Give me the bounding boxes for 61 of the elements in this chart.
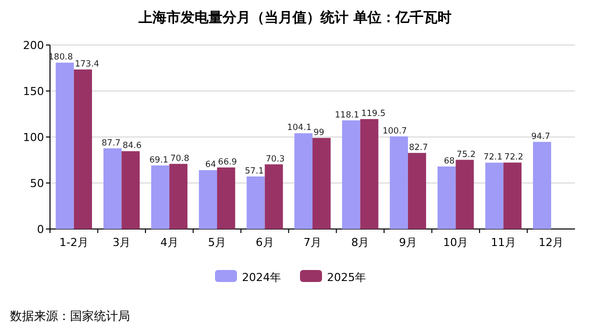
x-tick-label: 3月 xyxy=(112,236,131,249)
x-tick-label: 8月 xyxy=(351,236,370,249)
bar xyxy=(503,162,522,229)
data-label: 87.7 xyxy=(102,138,121,148)
data-label: 173.4 xyxy=(74,59,100,70)
data-label: 82.7 xyxy=(408,142,428,153)
data-label: 99 xyxy=(314,128,324,138)
x-tick-label: 5月 xyxy=(208,236,226,249)
x-tick-label: 12月 xyxy=(538,236,564,249)
x-tick-label: 11月 xyxy=(490,236,516,249)
data-label: 68 xyxy=(444,156,455,166)
y-tick-label: 150 xyxy=(23,85,44,98)
bar xyxy=(342,120,360,229)
data-label: 100.7 xyxy=(382,126,407,136)
legend-label: 2025年 xyxy=(327,271,366,284)
bar xyxy=(56,62,74,229)
bar xyxy=(485,162,504,229)
chart-title: 上海市发电量分月（当月值）统计 单位：亿千瓦时 xyxy=(138,9,452,26)
data-label: 94.7 xyxy=(531,132,550,142)
y-tick-label: 0 xyxy=(37,223,44,236)
y-tick-label: 50 xyxy=(30,177,44,190)
x-tick-label: 7月 xyxy=(304,236,322,249)
x-tick-label: 1-2月 xyxy=(59,236,88,249)
data-label: 118.1 xyxy=(334,110,360,120)
data-label: 75.2 xyxy=(456,150,476,160)
bar xyxy=(169,164,188,229)
bar xyxy=(408,152,426,229)
bar xyxy=(217,167,236,229)
x-tick-label: 6月 xyxy=(256,236,274,249)
x-tick-label: 10月 xyxy=(443,236,468,249)
bar xyxy=(103,148,122,229)
data-label: 119.5 xyxy=(361,109,386,120)
source-note: 数据来源：国家统计局 xyxy=(10,309,130,323)
bar xyxy=(312,138,331,229)
bar xyxy=(294,133,312,229)
data-label: 72.2 xyxy=(504,152,524,163)
bar xyxy=(533,142,552,229)
bar xyxy=(246,176,265,229)
data-label: 66.9 xyxy=(218,157,237,168)
x-tick-label: 4月 xyxy=(160,236,178,249)
x-tick-label: 9月 xyxy=(398,236,417,249)
bar xyxy=(390,136,408,229)
data-label: 70.3 xyxy=(266,154,285,164)
data-label: 57.1 xyxy=(244,166,264,176)
y-tick-label: 200 xyxy=(23,39,44,52)
legend-label: 2024年 xyxy=(242,271,281,284)
data-label: 69.1 xyxy=(149,155,168,166)
bar xyxy=(122,151,140,229)
bar xyxy=(74,69,92,229)
bar xyxy=(198,170,218,229)
data-label: 70.8 xyxy=(170,154,190,164)
data-label: 104.1 xyxy=(287,123,312,134)
bar xyxy=(264,164,283,229)
data-label: 72.1 xyxy=(483,152,502,163)
y-tick-label: 100 xyxy=(23,131,44,144)
bar xyxy=(360,119,378,229)
bar xyxy=(438,166,456,229)
data-label: 84.6 xyxy=(122,141,142,152)
bar xyxy=(456,160,474,229)
bar xyxy=(151,165,170,229)
data-label: 64 xyxy=(205,160,216,170)
